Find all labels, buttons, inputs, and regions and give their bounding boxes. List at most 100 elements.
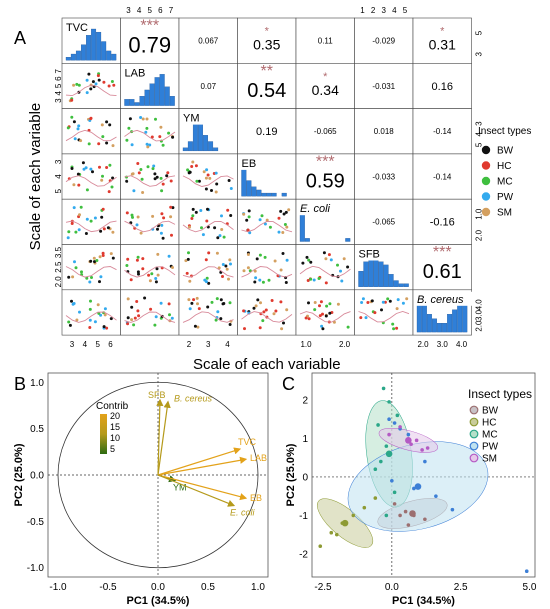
scatter-point [72,206,76,210]
scatter-point [170,233,173,237]
matrix-cell [412,153,472,200]
scatter-point [76,127,80,131]
scatter-point [329,258,333,262]
scatter-point [279,268,283,272]
histogram-bar [457,305,463,333]
histogram-bar [213,147,219,152]
scatter-point [87,142,91,146]
scatter-point [79,139,83,143]
scatter-point [307,301,310,305]
scatter-point [84,232,88,235]
scatter-point [261,319,265,323]
correlation-value: -0.031 [372,82,395,91]
scatter-point [186,257,190,261]
scatter-point [70,299,73,303]
scatter-point [70,115,74,119]
scatter-point [265,218,269,222]
scatter-point [201,233,205,237]
scatter-point [79,205,83,209]
scatter-point [215,297,219,301]
scatter-point [396,298,400,302]
scatter-point [317,277,321,280]
scatter-point [188,225,191,229]
individual-point [406,432,411,437]
histogram-bar [182,147,188,152]
scatter-point [191,214,195,218]
scatter-point [135,300,139,303]
scatter-point [77,183,81,187]
individual-point [334,532,339,537]
scatter-point [76,172,80,176]
scatter-point [273,259,277,263]
correlation-value: -0.065 [314,127,337,136]
legend-title: Insect types [478,126,531,137]
scatter-point [154,280,158,284]
scatter-point [204,280,208,284]
histogram-bar [134,102,140,106]
scatter-point [105,141,109,145]
scatter-point [210,189,213,192]
scatter-point [248,231,252,235]
y-axis-label: PC2 (25.0%) [285,443,297,506]
scatter-point [258,326,262,330]
scatter-point [73,137,77,141]
top-tick-label: 5 [148,6,153,15]
scatter-point [136,215,140,219]
scatter-point [199,209,203,212]
diag-label-bg [181,110,205,125]
scatter-point [67,230,71,234]
scatter-point [261,280,265,284]
loading-vector [157,474,236,507]
significance-stars: * [265,26,270,38]
scatter-point [89,87,93,91]
smooth-curve [241,266,293,278]
scatter-point [208,176,212,180]
scatter-point [202,170,206,174]
scatter-point [77,124,81,128]
scatter-point [85,276,89,280]
legend-swatch-hc [481,161,491,170]
scatter-point [318,304,321,308]
bottom-tick-label: 3 [70,340,75,349]
scatter-point [136,162,140,165]
matrix-cell [61,289,121,336]
histogram-bar [261,192,267,197]
histogram-bar [358,270,364,287]
matrix-cell [178,17,238,64]
scatter-point [242,212,246,216]
pca-individuals-plot: -2.5 0.0 2.5 5.0 2 1 0 -1 -2 PC1 (34.5%) PC2 (25.0… [285,372,537,607]
scatter-point [380,308,383,312]
loading-vector [157,474,248,501]
scatter-point [99,229,103,233]
scatter-point [206,207,209,211]
scatter-point [156,227,159,231]
x-tick-label: 0.0 [385,582,399,593]
vector-label: E. coli [230,508,256,518]
right-tick-label: 2.0 [475,229,484,241]
smooth-curve [124,175,176,187]
histogram-bar [442,323,448,333]
individual-point [406,523,411,527]
matrix-cell [237,289,297,336]
scatter-point [191,207,195,211]
scatter-point [139,116,143,119]
bottom-tick-label: 3.0 [437,340,449,349]
scatter-point [99,275,103,279]
diag-label-bg [239,155,264,170]
scatter-point [280,327,284,331]
scatter-point [252,306,256,310]
scatter-point [321,327,325,331]
scatter-point [101,174,104,178]
group-centroid [409,510,416,517]
y-tick-label: -1.0 [27,563,45,574]
scatter-point [135,223,139,227]
legend-swatch-hc [469,417,479,427]
left-tick-label: 5 [54,188,63,193]
scatter-point [85,78,89,82]
individual-point [420,448,424,452]
scatter-point [328,311,332,315]
left-tick-label: 7 [54,69,63,74]
panel-label-b: B [14,374,26,394]
bottom-tick-label: 1.0 [300,340,312,349]
